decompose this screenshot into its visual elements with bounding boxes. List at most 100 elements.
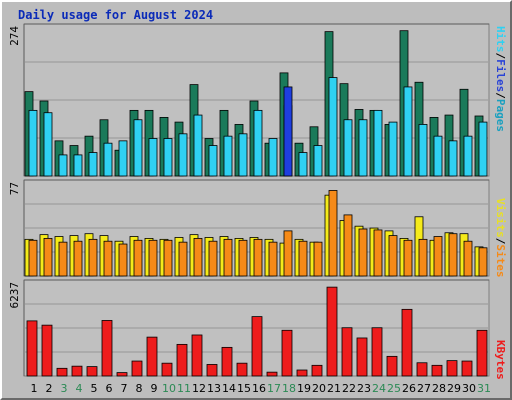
files-bar xyxy=(73,154,83,177)
sites-bar xyxy=(193,237,203,277)
sites-bar xyxy=(58,241,68,277)
sites-bar xyxy=(148,239,158,277)
hits-bar xyxy=(283,86,293,177)
x-tick-label: 1 xyxy=(31,382,38,395)
bars-layer xyxy=(24,30,488,377)
sites-bar xyxy=(88,238,98,277)
kbytes-bar xyxy=(326,286,338,377)
x-tick-label: 27 xyxy=(417,382,431,395)
x-axis-labels: 1 2 3 4 5 6 7 8 9 10 11 12 13 14 15 16 17 18 19 20 21 22 23 24 2… xyxy=(31,382,492,395)
files-bar xyxy=(343,119,353,177)
legend-files: Files xyxy=(494,59,507,92)
sites-bar xyxy=(373,229,383,277)
files-bar xyxy=(238,133,248,177)
kbytes-bar xyxy=(86,366,98,377)
legend-visits: Visits xyxy=(494,198,507,238)
x-tick-label: 30 xyxy=(462,382,476,395)
files-bar xyxy=(133,119,143,177)
kbytes-bar xyxy=(26,320,38,377)
legend-sites: Sites xyxy=(494,244,507,277)
x-tick-label: 17 xyxy=(267,382,281,395)
sites-bar xyxy=(403,239,413,277)
x-tick-label: 31 xyxy=(477,382,491,395)
x-tick-label: 9 xyxy=(151,382,158,395)
x-tick-label: 15 xyxy=(237,382,251,395)
sites-bar xyxy=(328,190,338,277)
kbytes-bar xyxy=(371,327,383,377)
legend-sites-visits: Visits/Sites xyxy=(494,198,507,278)
legend-kbytes: KBytes xyxy=(494,340,507,380)
files-bar xyxy=(448,140,458,177)
kbytes-bar xyxy=(191,334,203,377)
kbytes-bar xyxy=(461,360,473,377)
kbytes-bar xyxy=(446,360,458,377)
kbytes-bar xyxy=(431,364,443,377)
files-bar xyxy=(403,86,413,177)
kbytes-bar xyxy=(56,367,68,377)
files-bar xyxy=(433,135,443,177)
kbytes-bar xyxy=(206,364,218,377)
files-bar xyxy=(208,145,218,177)
x-tick-label: 26 xyxy=(402,382,416,395)
sites-bar xyxy=(238,239,248,277)
kbytes-bar xyxy=(251,316,263,377)
x-tick-label: 7 xyxy=(121,382,128,395)
x-tick-label: 20 xyxy=(312,382,326,395)
sites-bar xyxy=(178,241,188,277)
files-bar xyxy=(298,152,308,177)
kbytes-bar xyxy=(71,365,83,377)
files-bar xyxy=(178,133,188,177)
files-bar xyxy=(103,142,113,177)
kbytes-bar xyxy=(101,320,113,377)
x-tick-label: 11 xyxy=(177,382,191,395)
x-tick-label: 19 xyxy=(297,382,311,395)
files-bar xyxy=(58,154,68,177)
y-max-label-kbytes: 6237 xyxy=(8,282,21,309)
kbytes-bar xyxy=(146,336,158,377)
kbytes-bar xyxy=(176,343,188,377)
kbytes-bar xyxy=(386,355,398,377)
legend-pages: Pages xyxy=(494,99,507,132)
files-bar xyxy=(268,138,278,177)
x-tick-label: 10 xyxy=(162,382,176,395)
x-tick-label: 6 xyxy=(106,382,113,395)
x-tick-label: 24 xyxy=(372,382,386,395)
kbytes-bar xyxy=(131,360,143,377)
kbytes-bar xyxy=(116,372,128,377)
x-tick-label: 16 xyxy=(252,382,266,395)
sites-bar xyxy=(118,243,128,277)
x-tick-label: 8 xyxy=(136,382,143,395)
y-max-label-sites: 77 xyxy=(8,182,21,195)
legend-sep-3: / xyxy=(494,238,507,245)
kbytes-bar xyxy=(401,308,413,377)
sites-bar xyxy=(418,238,428,277)
sites-bar xyxy=(298,240,308,277)
sites-bar xyxy=(43,237,53,277)
kbytes-bar xyxy=(476,329,488,377)
sites-bar xyxy=(28,239,38,277)
x-tick-label: 28 xyxy=(432,382,446,395)
sites-bar xyxy=(208,240,218,277)
x-tick-label: 13 xyxy=(207,382,221,395)
x-tick-label: 2 xyxy=(46,382,53,395)
x-tick-label: 22 xyxy=(342,382,356,395)
sites-bar xyxy=(133,239,143,277)
kbytes-bar xyxy=(341,327,353,377)
sites-bar xyxy=(358,228,368,277)
kbytes-bar xyxy=(281,329,293,377)
sites-bar xyxy=(223,238,233,277)
kbytes-bar xyxy=(356,337,368,377)
x-tick-label: 5 xyxy=(91,382,98,395)
legend-sep-2: / xyxy=(494,92,507,99)
sites-bar xyxy=(268,241,278,277)
kbytes-bar xyxy=(236,362,248,377)
x-tick-label: 3 xyxy=(61,382,68,395)
x-tick-label: 14 xyxy=(222,382,236,395)
sites-bar xyxy=(448,233,458,277)
kbytes-bar xyxy=(311,364,323,377)
kbytes-bar xyxy=(41,324,53,377)
sites-bar xyxy=(73,240,83,277)
x-tick-label: 29 xyxy=(447,382,461,395)
files-bar xyxy=(88,152,98,177)
